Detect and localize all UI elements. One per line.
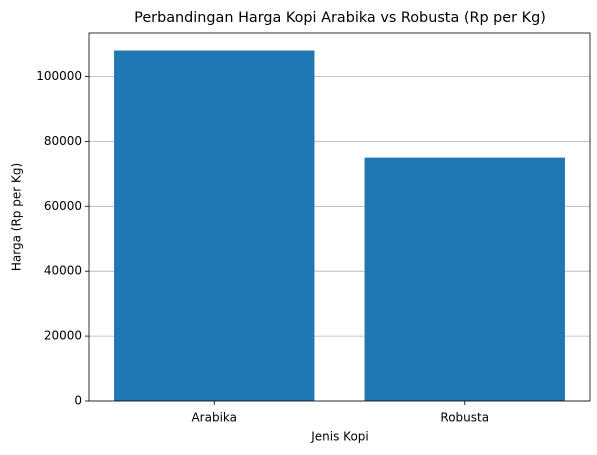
- y-tick-label: 80000: [44, 134, 82, 148]
- bar: [364, 157, 565, 401]
- x-tick-label: Arabika: [191, 411, 237, 425]
- y-tick-label: 40000: [44, 264, 82, 278]
- y-tick-label: 100000: [36, 69, 82, 83]
- bar: [114, 50, 315, 402]
- axes-frame: [88, 32, 591, 402]
- y-axis-label: Harga (Rp per Kg): [10, 163, 24, 271]
- y-tick-label: 0: [74, 394, 82, 408]
- chart-title: Perbandingan Harga Kopi Arabika vs Robus…: [134, 10, 546, 26]
- y-tick-label: 60000: [44, 199, 82, 213]
- x-axis-label: Jenis Kopi: [310, 430, 369, 444]
- x-tick-label: Robusta: [440, 411, 489, 425]
- y-tick-label: 20000: [44, 329, 82, 343]
